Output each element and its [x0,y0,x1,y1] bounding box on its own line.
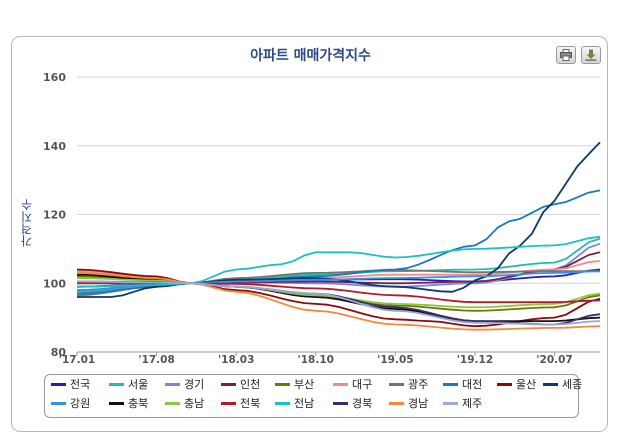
legend-item-1[interactable]: 서울 [109,377,148,393]
chart-title: 아파트 매매가격지수 [250,48,371,64]
legend-swatch [333,401,348,405]
legend-swatch [109,382,124,386]
legend-item-14[interactable]: 전남 [275,396,314,412]
x-tick-label: '20.07 [536,354,572,366]
x-tick-label: '17.01 [59,354,95,366]
legend-item-9[interactable]: 세종 [543,377,582,393]
legend-label: 대구 [352,378,373,391]
legend-swatch [333,382,348,386]
legend-item-16[interactable]: 경남 [389,396,428,412]
legend-swatch [443,401,458,405]
legend-item-12[interactable]: 충남 [165,396,204,412]
y-tick-label: 160 [43,71,66,84]
legend-label: 충북 [128,397,149,410]
x-tick-label: '19.05 [377,354,413,366]
download-button[interactable] [581,46,601,64]
download-icon [585,49,597,61]
legend-swatch [165,401,180,405]
y-tick-label: 120 [43,209,66,222]
legend-label: 강원 [70,397,91,410]
printer-icon [560,49,572,61]
legend-item-6[interactable]: 광주 [389,377,428,393]
x-tick-label: '18.03 [218,354,254,366]
legend-swatch [51,382,66,386]
x-tick-label: '18.10 [298,354,334,366]
legend-item-15[interactable]: 경북 [333,396,372,412]
legend-label: 대전 [462,378,483,391]
legend-label: 경북 [352,397,373,410]
series-line-16 [76,272,601,331]
print-button[interactable] [556,46,576,64]
series-line-14 [76,235,601,288]
legend-item-10[interactable]: 강원 [51,396,90,412]
legend-label: 전남 [294,397,315,410]
legend-label: 제주 [462,397,483,410]
legend-swatch [51,401,66,405]
legend-swatch [165,382,180,386]
x-tick-label: '17.08 [138,354,174,366]
legend-item-4[interactable]: 부산 [275,377,314,393]
legend-label: 전북 [240,397,261,410]
chart-panel [11,36,608,432]
legend-item-7[interactable]: 대전 [443,377,482,393]
legend-label: 경남 [408,397,429,410]
y-tick-label: 140 [43,140,66,153]
legend-swatch [221,401,236,405]
legend-label: 충남 [184,397,205,410]
legend-item-8[interactable]: 울산 [497,377,536,393]
x-tick-label: '19.12 [457,354,493,366]
legend-item-0[interactable]: 전국 [51,377,90,393]
legend-swatch [275,382,290,386]
legend-swatch [497,382,512,386]
legend-label: 경기 [184,378,205,391]
legend-label: 전국 [70,378,91,391]
legend-label: 인천 [240,378,261,391]
legend-label: 울산 [516,378,537,391]
legend-label: 서울 [128,378,149,391]
legend-swatch [389,382,404,386]
legend-item-3[interactable]: 인천 [221,377,260,393]
legend-swatch [443,382,458,386]
legend-swatch [109,401,124,405]
legend-label: 부산 [294,378,315,391]
legend-swatch [275,401,290,405]
legend-swatch [221,382,236,386]
legend-item-11[interactable]: 충북 [109,396,148,412]
legend-item-17[interactable]: 제주 [443,396,482,412]
legend-swatch [389,401,404,405]
legend-label: 세종 [562,378,583,391]
legend-swatch [543,382,558,386]
y-tick-label: 80 [51,346,67,359]
legend-item-13[interactable]: 전북 [221,396,260,412]
legend-item-5[interactable]: 대구 [333,377,372,393]
legend-item-2[interactable]: 경기 [165,377,204,393]
series-line-17 [76,280,601,326]
y-tick-label: 100 [43,277,66,290]
legend-label: 광주 [408,378,429,391]
